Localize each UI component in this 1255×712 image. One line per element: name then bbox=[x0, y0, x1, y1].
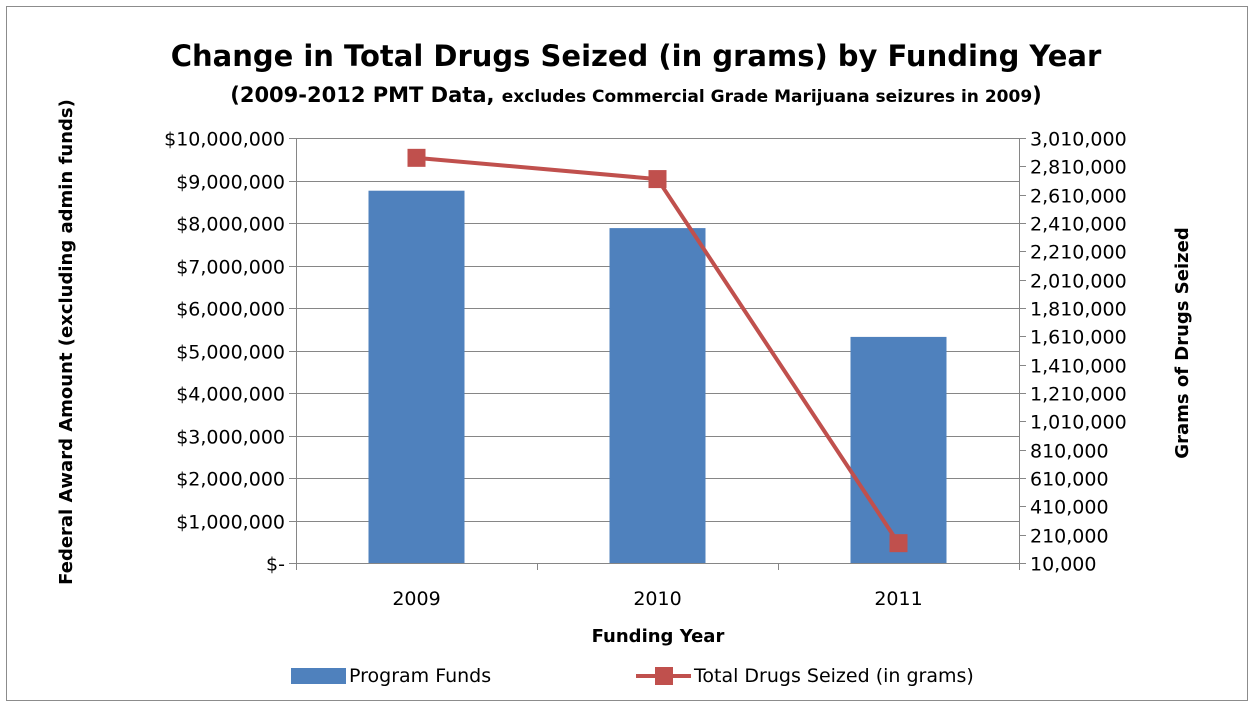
left-tick-label: $6,000,000 bbox=[176, 299, 285, 321]
right-tick-label: 1,810,000 bbox=[1030, 299, 1127, 321]
line-series-drugs-seized bbox=[407, 148, 908, 553]
chart-title: Change in Total Drugs Seized (in grams) … bbox=[171, 39, 1102, 73]
bar-2011 bbox=[850, 336, 947, 563]
right-tick-label: 1,010,000 bbox=[1030, 412, 1127, 434]
right-tick-label: 2,210,000 bbox=[1030, 242, 1127, 264]
chart-subtitle: (2009-2012 PMT Data, excludes Commercial… bbox=[230, 83, 1042, 107]
legend-marker-drugs-seized bbox=[655, 667, 673, 685]
legend-label-program-funds: Program Funds bbox=[349, 665, 491, 687]
right-tick-label: 2,810,000 bbox=[1030, 157, 1127, 179]
chart-subtitle-main: (2009-2012 PMT Data, bbox=[230, 83, 502, 107]
right-tick-label: 410,000 bbox=[1030, 497, 1109, 519]
legend-label-drugs-seized: Total Drugs Seized (in grams) bbox=[693, 665, 974, 687]
right-tick-label: 3,010,000 bbox=[1030, 129, 1127, 151]
legend: Program Funds Total Drugs Seized (in gra… bbox=[291, 665, 974, 687]
y-axis-left-title: Federal Award Amount (excluding admin fu… bbox=[56, 99, 77, 585]
chart-subtitle-small: excludes Commercial Grade Marijuana seiz… bbox=[502, 87, 1032, 107]
x-axis-ticks: 2009 2010 2011 bbox=[296, 563, 1020, 610]
bar-2010 bbox=[609, 228, 706, 563]
left-axis-ticks: $- $1,000,000 $2,000,000 $3,000,000 $4,000,0… bbox=[164, 129, 296, 576]
axes bbox=[296, 138, 1020, 564]
x-tick-label: 2010 bbox=[633, 588, 681, 610]
x-tick-label: 2009 bbox=[392, 588, 440, 610]
right-tick-label: 610,000 bbox=[1030, 469, 1109, 491]
left-tick-label: $3,000,000 bbox=[176, 427, 285, 449]
right-tick-label: 210,000 bbox=[1030, 526, 1109, 548]
right-tick-label: 10,000 bbox=[1030, 554, 1096, 576]
y-axis-right-title: Grams of Drugs Seized bbox=[1172, 227, 1193, 458]
right-tick-label: 1,210,000 bbox=[1030, 384, 1127, 406]
left-tick-label: $2,000,000 bbox=[176, 469, 285, 491]
right-tick-label: 2,410,000 bbox=[1030, 214, 1127, 236]
x-tick-label: 2011 bbox=[874, 588, 922, 610]
left-tick-label: $7,000,000 bbox=[176, 257, 285, 279]
right-axis-ticks: 10,000 210,000 410,000 610,000 810,000 1,010,… bbox=[1019, 129, 1127, 576]
x-axis-title: Funding Year bbox=[592, 626, 725, 647]
left-tick-label: $- bbox=[266, 554, 285, 576]
right-tick-label: 2,010,000 bbox=[1030, 271, 1127, 293]
left-tick-label: $10,000,000 bbox=[164, 129, 285, 151]
right-tick-label: 810,000 bbox=[1030, 441, 1109, 463]
left-tick-label: $1,000,000 bbox=[176, 512, 285, 534]
bar-2009 bbox=[368, 190, 465, 563]
legend-swatch-program-funds bbox=[291, 668, 346, 684]
chart-subtitle-close: ) bbox=[1032, 83, 1042, 107]
right-tick-label: 1,610,000 bbox=[1030, 327, 1127, 349]
bar-series-program-funds bbox=[368, 190, 947, 563]
drugs-seized-marker-2009 bbox=[407, 148, 426, 167]
drugs-seized-marker-2010 bbox=[648, 170, 667, 189]
drugs-seized-marker-2011 bbox=[889, 534, 908, 553]
left-tick-label: $9,000,000 bbox=[176, 172, 285, 194]
left-tick-label: $8,000,000 bbox=[176, 214, 285, 236]
right-tick-label: 2,610,000 bbox=[1030, 186, 1127, 208]
left-tick-label: $5,000,000 bbox=[176, 342, 285, 364]
right-tick-label: 1,410,000 bbox=[1030, 356, 1127, 378]
left-tick-label: $4,000,000 bbox=[176, 384, 285, 406]
